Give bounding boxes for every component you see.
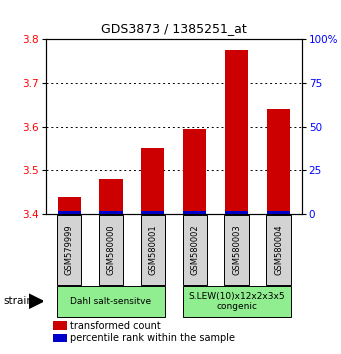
Title: GDS3873 / 1385251_at: GDS3873 / 1385251_at: [101, 22, 247, 35]
Bar: [267, 211, 290, 214]
Bar: [53, 334, 66, 343]
Text: strain: strain: [3, 296, 33, 306]
Text: transformed count: transformed count: [70, 320, 161, 331]
Bar: [142, 211, 164, 214]
Polygon shape: [29, 294, 43, 308]
Text: GSM580004: GSM580004: [274, 224, 283, 275]
Text: GSM580001: GSM580001: [148, 224, 158, 275]
Bar: [100, 179, 122, 214]
Bar: [225, 50, 248, 214]
Bar: [142, 148, 164, 214]
Text: GSM580000: GSM580000: [106, 224, 116, 275]
Text: Dahl salt-sensitve: Dahl salt-sensitve: [71, 297, 152, 306]
Bar: [182, 286, 291, 317]
Bar: [266, 215, 291, 285]
Bar: [224, 215, 249, 285]
Bar: [57, 215, 81, 285]
Bar: [58, 211, 80, 214]
Text: S.LEW(10)x12x2x3x5
congenic: S.LEW(10)x12x2x3x5 congenic: [189, 292, 285, 311]
Bar: [182, 215, 207, 285]
Bar: [183, 129, 206, 214]
Text: GSM580002: GSM580002: [190, 224, 199, 275]
Bar: [225, 211, 248, 214]
Text: GSM579999: GSM579999: [64, 224, 74, 275]
Bar: [53, 321, 66, 330]
Text: percentile rank within the sample: percentile rank within the sample: [70, 333, 235, 343]
Bar: [100, 211, 122, 214]
Bar: [267, 109, 290, 214]
Bar: [183, 211, 206, 214]
Bar: [140, 215, 165, 285]
Bar: [57, 286, 165, 317]
Bar: [99, 215, 123, 285]
Text: GSM580003: GSM580003: [232, 224, 241, 275]
Bar: [58, 197, 80, 214]
